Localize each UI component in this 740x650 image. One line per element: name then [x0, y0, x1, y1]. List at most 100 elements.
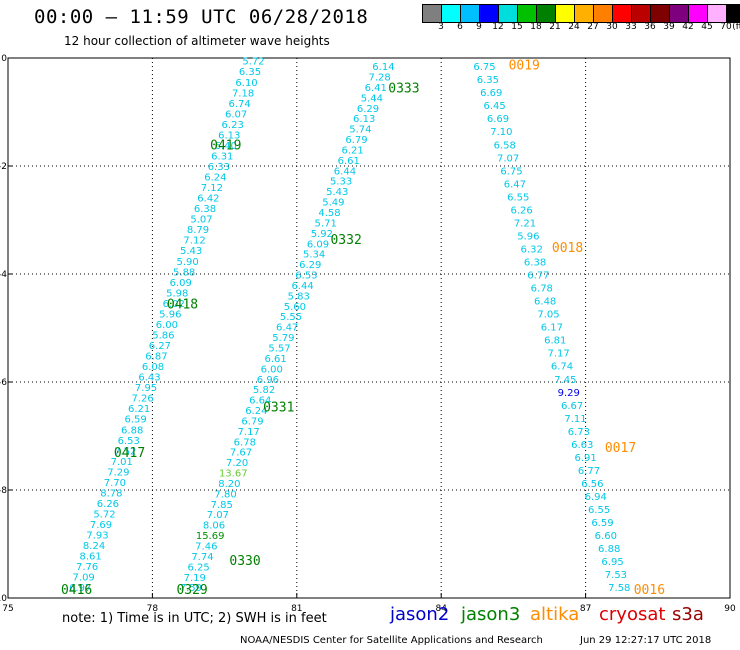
legend-item-jason2: jason2	[390, 604, 450, 625]
data-label: 7.45	[554, 375, 576, 386]
data-label: 6.55	[507, 192, 529, 203]
data-label: 6.26	[510, 205, 532, 216]
data-label: 6.08	[142, 362, 164, 373]
legend-item-s3a: s3a	[672, 604, 704, 625]
pass-time-label: 0416	[61, 583, 92, 598]
data-label: 6.88	[598, 544, 620, 555]
data-label: 6.45	[483, 101, 505, 112]
pass-time-label: 0329	[176, 583, 207, 598]
pass-time-label: 0018	[552, 241, 583, 256]
data-label: 6.91	[574, 453, 596, 464]
pass-time-label: 0332	[330, 233, 361, 248]
data-label: 6.40	[215, 141, 237, 152]
data-label: 8.20	[218, 479, 240, 490]
data-label: 7.17	[238, 427, 260, 438]
data-label: 6.95	[601, 557, 623, 568]
color-scale-label: 24	[568, 22, 580, 32]
data-label: 6.13	[218, 130, 240, 141]
color-scale-cell	[594, 5, 613, 22]
color-scale-cell	[518, 5, 537, 22]
data-label: 5.74	[349, 125, 371, 136]
data-label: 6.58	[494, 140, 516, 151]
data-label: 6.79	[345, 135, 367, 146]
legend-item-cryosat: cryosat	[599, 604, 666, 625]
data-label: 6.69	[480, 88, 502, 99]
legend-item-jason3: jason3	[461, 604, 521, 625]
data-label: 6.31	[211, 151, 233, 162]
data-label: 5.96	[517, 231, 539, 242]
data-label: 7.18	[232, 88, 254, 99]
data-label: 6.74	[551, 362, 573, 373]
data-label: 7.85	[211, 500, 233, 511]
data-label: 5.86	[152, 330, 174, 341]
data-label: 6.35	[477, 75, 499, 86]
data-label: 8.79	[187, 225, 209, 236]
x-tick-label: 78	[147, 604, 159, 614]
data-label: 7.74	[191, 552, 213, 563]
data-label: 5.79	[272, 333, 294, 344]
data-label: 13.67	[219, 469, 248, 480]
data-label: 7.17	[548, 349, 570, 360]
color-scale-label: 39	[663, 22, 675, 32]
y-tick-label: -10	[0, 594, 7, 604]
data-label: 7.07	[497, 153, 519, 164]
color-scale-cell	[423, 5, 442, 22]
data-label: 6.75	[473, 62, 495, 73]
data-label: 6.61	[338, 156, 360, 167]
data-label: 6.21	[342, 145, 364, 156]
pass-time-label: 0330	[229, 554, 260, 569]
data-label: 6.73	[568, 427, 590, 438]
data-label: 5.71	[315, 218, 337, 229]
color-scale-unit: (ft)	[732, 22, 740, 32]
data-label: 6.38	[524, 258, 546, 269]
pass-time-label: 0016	[634, 583, 665, 598]
color-scale-cell	[556, 5, 575, 22]
data-label: 6.09	[170, 278, 192, 289]
timestamp-text: Jun 29 12:27:17 UTC 2018	[580, 635, 712, 646]
data-label: 6.56	[581, 479, 603, 490]
data-label: 6.64	[249, 396, 271, 407]
data-label: 9.29	[558, 388, 580, 399]
data-label: 6.81	[544, 336, 566, 347]
data-label: 6.24	[245, 406, 267, 417]
data-label: 15.69	[196, 531, 225, 542]
color-scale-bar	[422, 4, 740, 23]
color-scale-cell	[480, 5, 499, 22]
data-label: 6.47	[276, 323, 298, 334]
page-subtitle: 12 hour collection of altimeter wave hei…	[64, 34, 330, 48]
data-label: 6.38	[194, 204, 216, 215]
color-scale-cell	[537, 5, 556, 22]
data-label: 6.41	[365, 83, 387, 94]
data-label: 7.05	[537, 310, 559, 321]
pass-time-label: 0419	[210, 138, 241, 153]
color-scale-label: 9	[476, 22, 482, 32]
data-label: 7.59	[180, 583, 202, 594]
data-label: 6.43	[138, 373, 160, 384]
data-label: 7.12	[183, 236, 205, 247]
data-label: 5.72	[242, 57, 264, 68]
x-tick-label: 90	[724, 604, 736, 614]
data-label: 7.19	[184, 573, 206, 584]
data-label: 6.35	[239, 67, 261, 78]
pass-time-label: 0019	[509, 58, 540, 73]
color-scale-label: 3	[438, 22, 444, 32]
data-label: 6.44	[291, 281, 313, 292]
color-scale-label: 15	[511, 22, 523, 32]
data-label: 6.94	[585, 492, 607, 503]
data-label: 8.06	[203, 521, 225, 532]
data-label: 7.20	[226, 458, 248, 469]
footer-note: note: 1) Time is in UTC; 2) SWH is in fe…	[62, 611, 327, 626]
data-label: 6.17	[541, 323, 563, 334]
data-label: 7.70	[104, 478, 126, 489]
data-label: 6.07	[225, 109, 247, 120]
y-tick-label: -4	[0, 270, 7, 280]
x-tick-label: 84	[435, 604, 447, 614]
data-label: 5.82	[253, 385, 275, 396]
data-label: 7.93	[86, 531, 108, 542]
data-label: 7.28	[368, 73, 390, 84]
data-label: 6.97	[69, 583, 91, 594]
data-label: 6.44	[334, 166, 356, 177]
data-label: 5.57	[268, 343, 290, 354]
pass-time-label: 0418	[167, 298, 198, 313]
data-label: 7.46	[195, 542, 217, 553]
